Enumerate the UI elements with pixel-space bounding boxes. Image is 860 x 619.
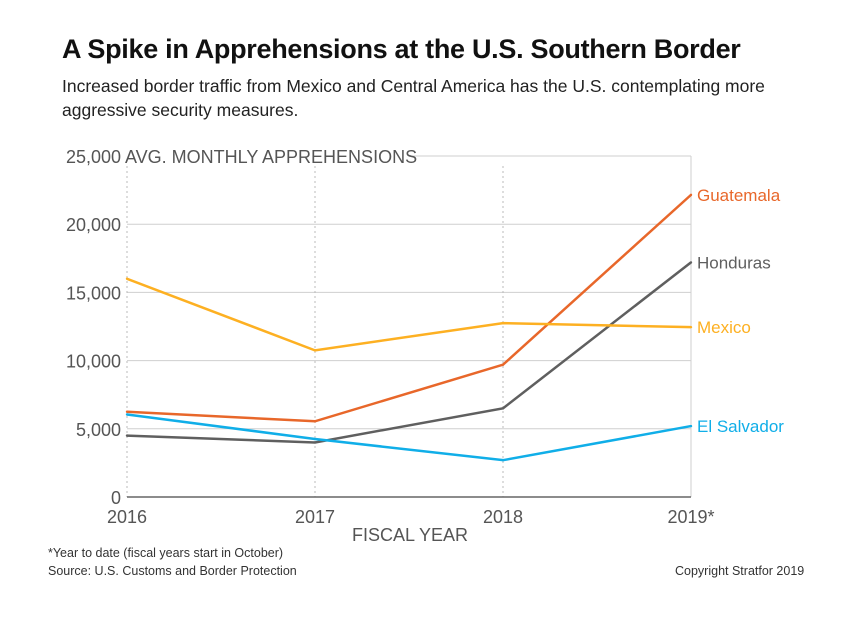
y-tick-label: 5,000	[76, 420, 121, 440]
data-point	[313, 349, 317, 352]
data-point	[125, 410, 129, 413]
y-tick-label: 10,000	[66, 352, 121, 372]
data-point	[689, 325, 693, 329]
data-point	[689, 424, 693, 428]
chart-subtitle: Increased border traffic from Mexico and…	[62, 76, 765, 120]
data-point	[125, 434, 129, 437]
y-tick-label: 0	[111, 488, 121, 508]
data-point	[313, 420, 317, 423]
series-label: Guatemala	[697, 186, 781, 205]
chart-title: A Spike in Apprehensions at the U.S. Sou…	[62, 34, 741, 64]
data-point	[689, 261, 693, 264]
copyright-note: Copyright Stratfor 2019	[675, 564, 805, 578]
y-tick-label: 25,000	[66, 147, 121, 167]
footnote: *Year to date (fiscal years start in Oct…	[48, 546, 284, 560]
x-tick-label: 2019*	[667, 507, 714, 527]
y-axis-label: AVG. MONTHLY APPREHENSIONS	[125, 147, 417, 167]
series-line-guatemala	[126, 193, 692, 423]
data-point	[125, 277, 129, 280]
x-axis-label: FISCAL YEAR	[352, 525, 468, 545]
series-label: Honduras	[697, 253, 771, 272]
x-tick-label: 2016	[107, 507, 147, 527]
source-note: Source: U.S. Customs and Border Protecti…	[48, 564, 297, 578]
data-point	[501, 407, 505, 410]
series-label: El Salvador	[697, 417, 784, 436]
series-line-el-salvador	[126, 413, 692, 462]
y-tick-label: 15,000	[66, 283, 121, 303]
y-tick-label: 20,000	[66, 215, 121, 235]
data-point	[125, 413, 129, 416]
x-tick-label: 2017	[295, 507, 335, 527]
data-point	[501, 363, 505, 366]
data-point	[313, 441, 317, 444]
data-point	[689, 193, 693, 197]
series-line-mexico	[126, 277, 692, 352]
data-point	[501, 458, 505, 462]
series-label: Mexico	[697, 318, 751, 337]
x-tick-label: 2018	[483, 507, 523, 527]
data-point	[313, 437, 317, 441]
series-line-honduras	[126, 261, 692, 444]
data-point	[501, 321, 505, 325]
